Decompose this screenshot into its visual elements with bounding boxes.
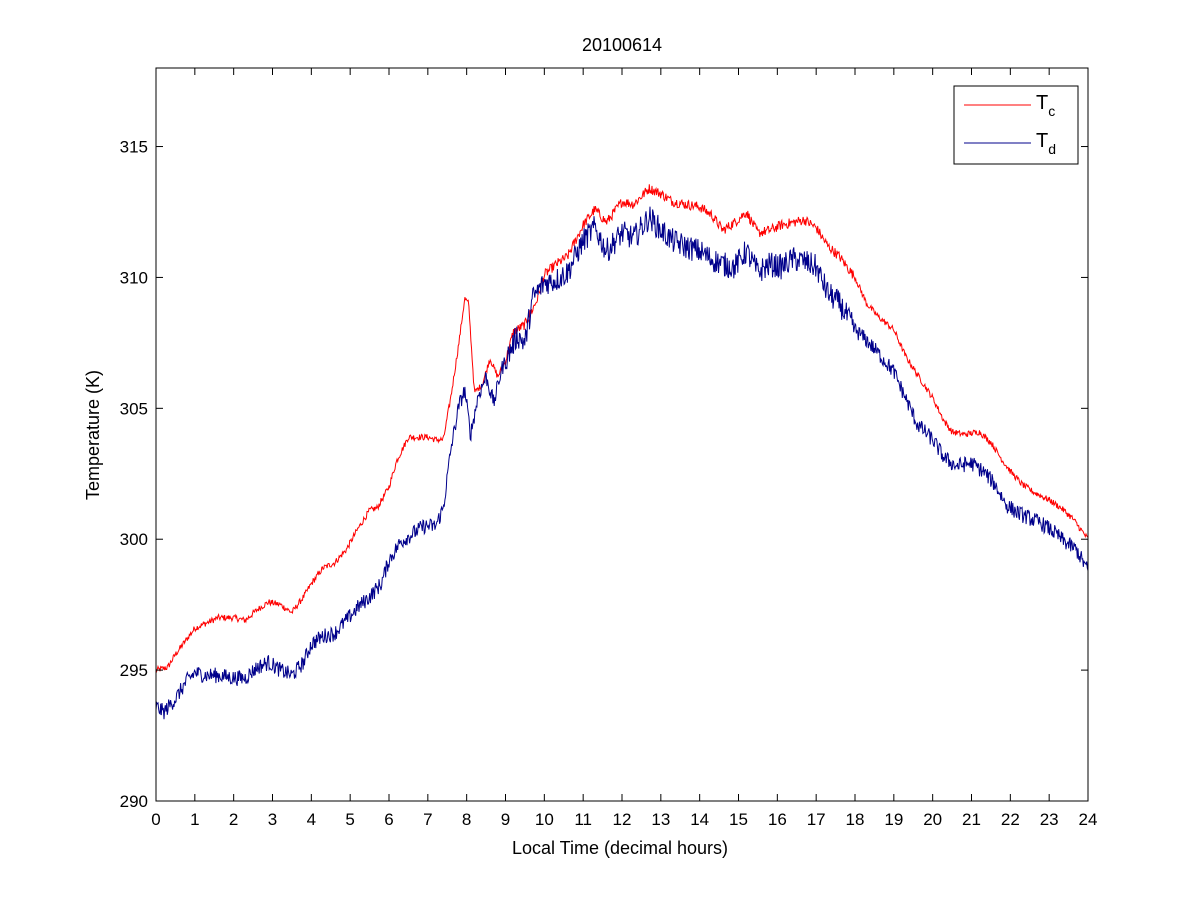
x-tick-label: 11 [574, 810, 592, 829]
y-tick-label: 305 [120, 399, 148, 418]
y-tick-label: 310 [120, 268, 148, 287]
plot-area [156, 68, 1088, 801]
x-tick-label: 13 [651, 810, 670, 829]
legend-label-tc-main: T [1036, 92, 1048, 114]
x-axis-label: Local Time (decimal hours) [512, 838, 728, 858]
ticks-layer: 0 1 2 3 4 5 6 7 8 9 10 11 12 13 14 15 16 17 18 19 20 21 22 23 24… [120, 68, 1098, 829]
x-tick-label: 2 [229, 810, 238, 829]
chart-title: 20100614 [582, 35, 662, 55]
x-tick-label: 4 [307, 810, 316, 829]
series-line-d [155, 206, 1089, 720]
series-line-c [155, 184, 1089, 673]
y-tick-label: 290 [120, 792, 148, 811]
y-tick-label: 300 [120, 530, 148, 549]
legend-label-td: Td [1036, 130, 1056, 157]
legend-label-td-main: T [1036, 130, 1048, 152]
legend-label-tc-sub: c [1048, 103, 1055, 119]
x-tick-label: 3 [268, 810, 277, 829]
x-tick-label: 16 [768, 810, 787, 829]
y-tick-label: 295 [120, 661, 148, 680]
legend: Tc Td [953, 85, 1079, 165]
x-tick-label: 15 [729, 810, 748, 829]
x-tick-label: 17 [807, 810, 826, 829]
x-tick-label: 9 [501, 810, 510, 829]
x-tick-label: 10 [535, 810, 554, 829]
x-tick-label: 5 [345, 810, 354, 829]
x-tick-label: 14 [690, 810, 709, 829]
y-tick-label: 315 [120, 138, 148, 157]
y-axis-label: Temperature (K) [83, 370, 103, 500]
x-tick-label: 18 [846, 810, 865, 829]
legend-box [953, 85, 1079, 165]
x-tick-label: 21 [962, 810, 981, 829]
x-tick-label: 20 [923, 810, 942, 829]
x-tick-label: 22 [1001, 810, 1020, 829]
x-tick-label: 6 [384, 810, 393, 829]
x-tick-label: 12 [613, 810, 632, 829]
legend-label-tc: Tc [1036, 92, 1055, 119]
x-tick-label: 1 [190, 810, 199, 829]
x-tick-label: 8 [462, 810, 471, 829]
x-tick-label: 23 [1040, 810, 1059, 829]
legend-label-td-sub: d [1048, 141, 1056, 157]
x-tick-label: 24 [1079, 810, 1098, 829]
x-tick-label: 0 [151, 810, 160, 829]
series-layer [155, 184, 1089, 720]
x-tick-label: 19 [884, 810, 903, 829]
x-tick-label: 7 [423, 810, 432, 829]
